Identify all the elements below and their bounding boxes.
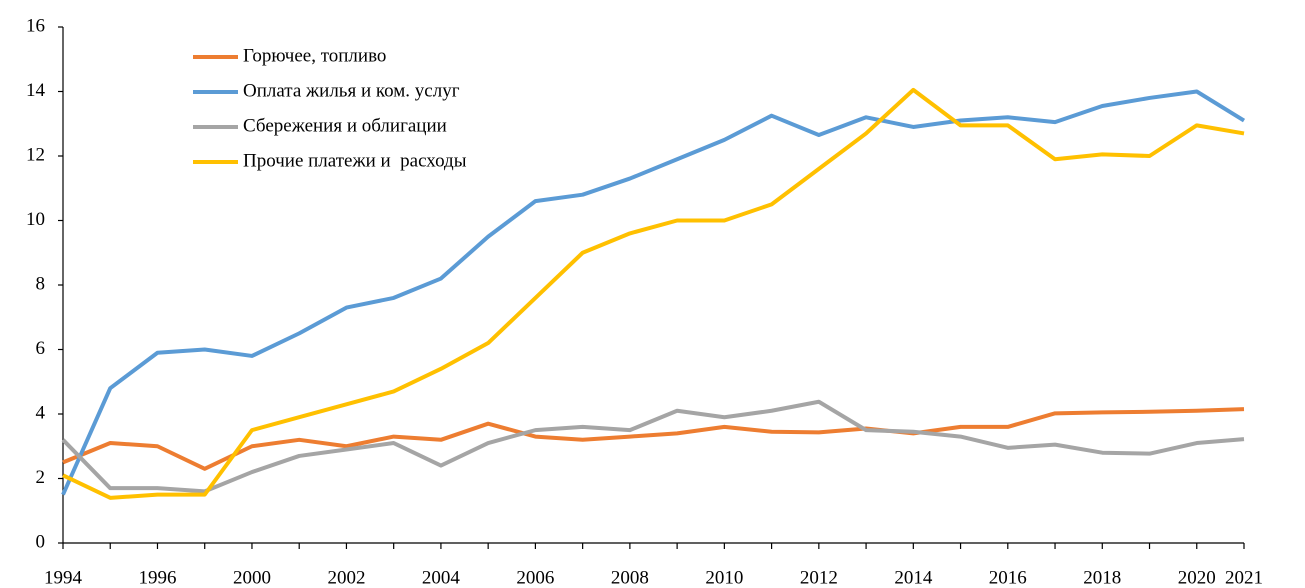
x-tick-label: 2018 — [1083, 567, 1121, 588]
x-tick-label: 2004 — [422, 567, 461, 588]
x-tick-label: 2016 — [989, 567, 1027, 588]
y-tick-label: 12 — [26, 144, 45, 165]
legend-label: Сбережения и облигации — [243, 115, 447, 136]
x-tick-label: 2002 — [327, 567, 365, 588]
y-tick-label: 14 — [26, 80, 46, 101]
y-tick-label: 8 — [36, 273, 46, 294]
y-tick-label: 10 — [26, 209, 45, 230]
series-line — [62, 87, 1245, 500]
series-line — [61, 399, 1245, 494]
y-tick-label: 4 — [36, 402, 46, 423]
legend-label: Оплата жилья и ком. услуг — [243, 80, 460, 101]
y-tick-label: 0 — [36, 531, 46, 552]
x-tick-label: 2020 — [1178, 567, 1216, 588]
y-tick-label: 16 — [26, 15, 45, 36]
x-tick-label: 2000 — [233, 567, 271, 588]
series-line — [61, 89, 1246, 496]
x-tick-label: 2008 — [611, 567, 649, 588]
y-tick-label: 2 — [36, 467, 46, 488]
y-tick-label: 6 — [36, 338, 46, 359]
x-tick-label: 2010 — [705, 567, 743, 588]
x-tick-label: 2014 — [894, 567, 933, 588]
x-tick-label: 2021 — [1225, 567, 1263, 588]
x-tick-label: 1996 — [138, 567, 176, 588]
x-tick-label: 1994 — [44, 567, 83, 588]
legend-label: Горючее, топливо — [243, 45, 386, 66]
x-tick-label: 2006 — [516, 567, 554, 588]
series-line — [62, 407, 1245, 471]
x-tick-label: 2012 — [800, 567, 838, 588]
legend-label: Прочие платежи и расходы — [243, 150, 467, 171]
